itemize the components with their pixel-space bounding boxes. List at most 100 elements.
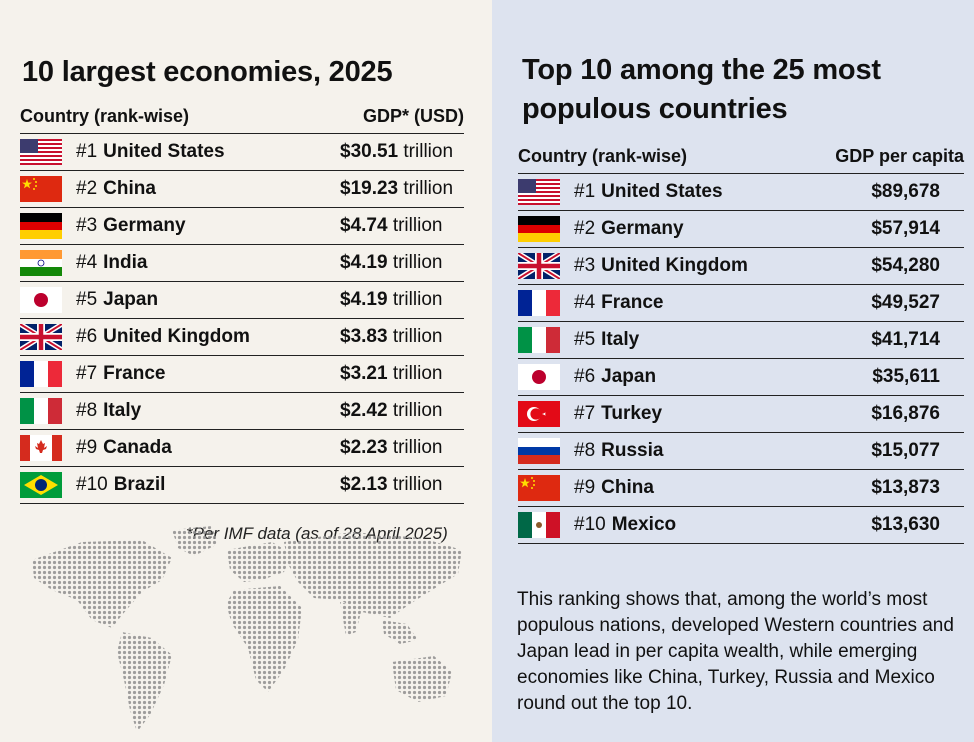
value-cell: $2.42 trillion <box>340 400 464 422</box>
gdp-amount: $3.83 <box>340 326 388 347</box>
it-flag-icon <box>20 398 62 424</box>
gdp-amount: $30.51 <box>340 141 399 162</box>
fr-flag-icon <box>518 290 560 316</box>
rank-label: #4 <box>574 292 596 313</box>
table-row: #7 Turkey $16,876 <box>518 396 964 433</box>
br-flag-icon <box>20 472 62 498</box>
rank-label: #9 <box>76 437 98 458</box>
us-flag-icon <box>518 179 560 205</box>
country-cell: #10 Mexico <box>518 512 676 538</box>
percapita-value: $13,630 <box>871 514 940 535</box>
country-name: Japan <box>103 289 159 310</box>
table-row: #5 Japan $4.19 trillion <box>20 282 464 319</box>
table-row: #10 Brazil $2.13 trillion <box>20 467 464 504</box>
country-cell: #3 United Kingdom <box>518 253 748 279</box>
value-cell: $57,914 <box>871 218 940 240</box>
country-name: China <box>103 178 156 199</box>
rank-label: #4 <box>76 252 98 273</box>
percapita-table: Country (rank-wise) GDP per capita #1 Uni… <box>518 144 964 544</box>
right-title-line2: populous countries <box>522 93 788 125</box>
country-name: Canada <box>103 437 172 458</box>
country-cell: #1 United States <box>20 139 225 165</box>
value-cell: $16,876 <box>871 403 940 425</box>
gdp-unit: trillion <box>392 252 443 273</box>
rank-label: #5 <box>574 329 596 350</box>
value-cell: $4.74 trillion <box>340 215 464 237</box>
value-cell: $3.83 trillion <box>340 326 464 348</box>
world-map-icon <box>32 526 462 732</box>
col-percapita-header: GDP per capita <box>835 146 964 166</box>
ca-flag-icon <box>20 435 62 461</box>
country-cell: #1 United States <box>518 179 723 205</box>
economies-table: Country (rank-wise) GDP* (USD) #1 United … <box>20 104 464 504</box>
country-name: France <box>103 363 166 384</box>
country-cell: #9 China <box>518 475 654 501</box>
it-flag-icon <box>518 327 560 353</box>
country-name: United States <box>601 181 723 202</box>
gdp-unit: trillion <box>392 400 443 421</box>
country-cell: #10 Brazil <box>20 472 165 498</box>
table-row: #9 Canada $2.23 trillion <box>20 430 464 467</box>
country-cell: #6 United Kingdom <box>20 324 250 350</box>
rank-label: #6 <box>574 366 596 387</box>
gb-flag-icon <box>518 253 560 279</box>
in-flag-icon <box>20 250 62 276</box>
country-name: France <box>601 292 664 313</box>
value-cell: $41,714 <box>871 329 940 351</box>
rank-label: #1 <box>574 181 596 202</box>
value-cell: $4.19 trillion <box>340 289 464 311</box>
us-flag-icon <box>20 139 62 165</box>
table-row: #4 France $49,527 <box>518 285 964 322</box>
country-cell: #5 Italy <box>518 327 639 353</box>
value-cell: $54,280 <box>871 255 940 277</box>
percapita-table-header: Country (rank-wise) GDP per capita <box>518 144 964 174</box>
country-name: Italy <box>103 400 142 421</box>
country-name: Germany <box>601 218 684 239</box>
gdp-amount: $19.23 <box>340 178 399 199</box>
tr-flag-icon <box>518 401 560 427</box>
gdp-unit: trillion <box>403 141 454 162</box>
percapita-rows: #1 United States $89,678 #2 Germany $57,914 #3… <box>518 174 964 544</box>
rank-label: #7 <box>574 403 596 424</box>
country-name: Germany <box>103 215 186 236</box>
country-name: United States <box>103 141 225 162</box>
gdp-unit: trillion <box>392 215 443 236</box>
gdp-unit: trillion <box>392 289 443 310</box>
table-row: #8 Italy $2.42 trillion <box>20 393 464 430</box>
country-name: Brazil <box>113 474 166 495</box>
right-title-line1: Top 10 among the 25 most <box>522 54 881 86</box>
ru-flag-icon <box>518 438 560 464</box>
jp-flag-icon <box>20 287 62 313</box>
value-cell: $19.23 trillion <box>340 178 464 200</box>
gb-flag-icon <box>20 324 62 350</box>
left-panel: 10 largest economies, 2025 Country (rank… <box>0 0 492 742</box>
jp-flag-icon <box>518 364 560 390</box>
rank-label: #10 <box>76 474 108 495</box>
gdp-unit: trillion <box>392 437 443 458</box>
table-row: #6 United Kingdom $3.83 trillion <box>20 319 464 356</box>
country-cell: #7 France <box>20 361 165 387</box>
gdp-unit: trillion <box>392 326 443 347</box>
cn-flag-icon <box>20 176 62 202</box>
table-row: #10 Mexico $13,630 <box>518 507 964 544</box>
table-row: #2 Germany $57,914 <box>518 211 964 248</box>
country-cell: #6 Japan <box>518 364 656 390</box>
percapita-value: $15,077 <box>871 440 940 461</box>
rank-label: #9 <box>574 477 596 498</box>
rank-label: #10 <box>574 514 606 535</box>
rank-label: #1 <box>76 141 98 162</box>
table-row: #9 China $13,873 <box>518 470 964 507</box>
value-cell: $2.13 trillion <box>340 474 464 496</box>
gdp-amount: $4.19 <box>340 289 388 310</box>
fr-flag-icon <box>20 361 62 387</box>
economies-table-header: Country (rank-wise) GDP* (USD) <box>20 104 464 134</box>
mx-flag-icon <box>518 512 560 538</box>
percapita-value: $41,714 <box>871 329 940 350</box>
gdp-amount: $2.23 <box>340 437 388 458</box>
percapita-value: $13,873 <box>871 477 940 498</box>
gdp-unit: trillion <box>403 178 454 199</box>
de-flag-icon <box>518 216 560 242</box>
gdp-amount: $2.42 <box>340 400 388 421</box>
country-name: United Kingdom <box>601 255 748 276</box>
country-name: Japan <box>601 366 657 387</box>
